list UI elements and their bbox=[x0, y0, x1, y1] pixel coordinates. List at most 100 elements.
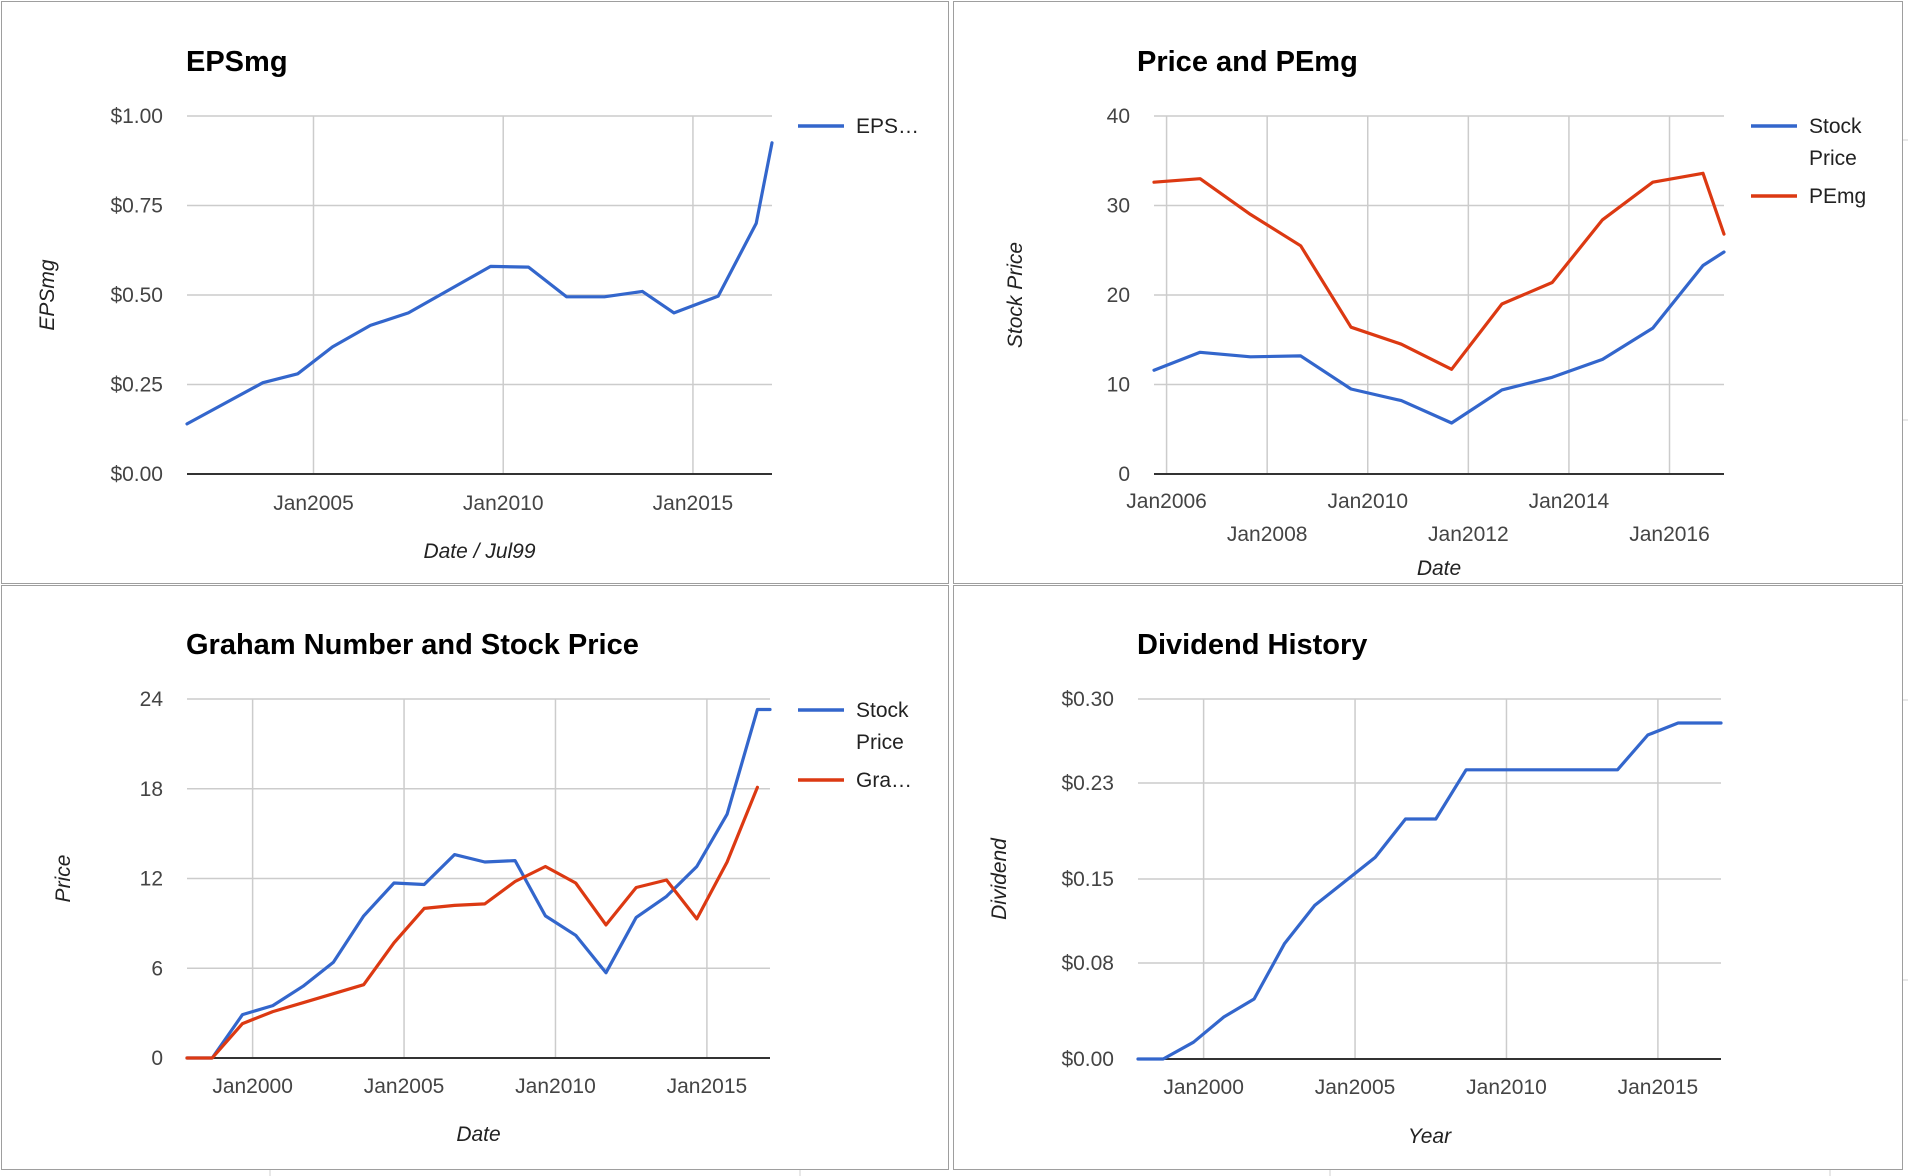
data-point[interactable] bbox=[452, 852, 458, 858]
data-point[interactable] bbox=[184, 1055, 190, 1061]
data-point[interactable] bbox=[300, 1000, 306, 1006]
data-point[interactable] bbox=[361, 913, 367, 919]
data-point[interactable] bbox=[754, 706, 760, 712]
data-point[interactable] bbox=[603, 922, 609, 928]
data-point[interactable] bbox=[512, 858, 518, 864]
chart-dividend-history[interactable]: Dividend History $0.00 $0.08 $0.15 $0.23 $0.3… bbox=[953, 585, 1903, 1170]
data-point[interactable] bbox=[1449, 366, 1455, 372]
data-point[interactable] bbox=[452, 902, 458, 908]
data-point[interactable] bbox=[767, 706, 773, 712]
data-point[interactable] bbox=[405, 310, 411, 316]
data-point[interactable] bbox=[573, 932, 579, 938]
data-point[interactable] bbox=[1151, 179, 1157, 185]
data-point[interactable] bbox=[694, 916, 700, 922]
data-point[interactable] bbox=[724, 859, 730, 865]
data-point[interactable] bbox=[391, 880, 397, 886]
data-point[interactable] bbox=[664, 877, 670, 883]
data-point[interactable] bbox=[601, 294, 607, 300]
data-point[interactable] bbox=[184, 421, 190, 427]
data-point[interactable] bbox=[1348, 324, 1354, 330]
data-point[interactable] bbox=[1342, 878, 1348, 884]
data-point[interactable] bbox=[1721, 231, 1727, 237]
data-point[interactable] bbox=[1247, 354, 1253, 360]
data-point[interactable] bbox=[1599, 217, 1605, 223]
data-point[interactable] bbox=[260, 380, 266, 386]
data-point[interactable] bbox=[1705, 720, 1711, 726]
data-point[interactable] bbox=[1298, 353, 1304, 359]
data-point[interactable] bbox=[1615, 767, 1621, 773]
data-point[interactable] bbox=[724, 811, 730, 817]
data-point[interactable] bbox=[1463, 767, 1469, 773]
data-point[interactable] bbox=[1499, 301, 1505, 307]
data-point[interactable] bbox=[526, 264, 532, 270]
data-point[interactable] bbox=[754, 784, 760, 790]
data-point[interactable] bbox=[1372, 854, 1378, 860]
data-point[interactable] bbox=[1135, 1056, 1141, 1062]
data-point[interactable] bbox=[639, 288, 645, 294]
data-point[interactable] bbox=[715, 293, 721, 299]
data-point[interactable] bbox=[482, 859, 488, 865]
data-point[interactable] bbox=[330, 991, 336, 997]
data-point[interactable] bbox=[769, 140, 775, 146]
data-point[interactable] bbox=[1403, 816, 1409, 822]
data-point[interactable] bbox=[1718, 720, 1724, 726]
chart-price-and-pemg[interactable]: Price and PEmg 0 10 20 30 40 Jan2006 Jan2008 Jan… bbox=[953, 1, 1903, 584]
series-line-gra[interactable] bbox=[185, 785, 759, 1060]
data-point[interactable] bbox=[391, 940, 397, 946]
data-point[interactable] bbox=[1449, 420, 1455, 426]
data-point[interactable] bbox=[603, 970, 609, 976]
data-point[interactable] bbox=[1398, 398, 1404, 404]
data-point[interactable] bbox=[1700, 170, 1706, 176]
data-point[interactable] bbox=[664, 893, 670, 899]
data-point[interactable] bbox=[1312, 902, 1318, 908]
data-point[interactable] bbox=[1398, 341, 1404, 347]
data-point[interactable] bbox=[1700, 262, 1706, 268]
data-point[interactable] bbox=[542, 864, 548, 870]
data-point[interactable] bbox=[421, 881, 427, 887]
data-point[interactable] bbox=[295, 371, 301, 377]
data-point[interactable] bbox=[1160, 1056, 1166, 1062]
data-point[interactable] bbox=[421, 905, 427, 911]
series-line-series-0[interactable] bbox=[1136, 721, 1723, 1061]
data-point[interactable] bbox=[1251, 996, 1257, 1002]
data-point[interactable] bbox=[512, 878, 518, 884]
data-point[interactable] bbox=[1499, 387, 1505, 393]
series-line-stock-price[interactable] bbox=[185, 707, 772, 1060]
data-point[interactable] bbox=[240, 1021, 246, 1027]
data-point[interactable] bbox=[1247, 211, 1253, 217]
data-point[interactable] bbox=[633, 884, 639, 890]
data-point[interactable] bbox=[1298, 243, 1304, 249]
data-point[interactable] bbox=[1549, 279, 1555, 285]
series-line-stock-price[interactable] bbox=[1152, 250, 1726, 425]
data-point[interactable] bbox=[1348, 386, 1354, 392]
data-point[interactable] bbox=[329, 344, 335, 350]
data-point[interactable] bbox=[1493, 767, 1499, 773]
data-point[interactable] bbox=[1650, 179, 1656, 185]
data-point[interactable] bbox=[1191, 1039, 1197, 1045]
data-point[interactable] bbox=[1599, 356, 1605, 362]
data-point[interactable] bbox=[573, 880, 579, 886]
data-point[interactable] bbox=[1524, 767, 1530, 773]
data-point[interactable] bbox=[488, 263, 494, 269]
data-point[interactable] bbox=[563, 294, 569, 300]
data-point[interactable] bbox=[1281, 941, 1287, 947]
data-point[interactable] bbox=[1645, 732, 1651, 738]
data-point[interactable] bbox=[1151, 367, 1157, 373]
series-line-eps[interactable] bbox=[185, 141, 774, 426]
data-point[interactable] bbox=[300, 983, 306, 989]
data-point[interactable] bbox=[1675, 720, 1681, 726]
data-point[interactable] bbox=[482, 901, 488, 907]
data-point[interactable] bbox=[633, 914, 639, 920]
series-line-pemg[interactable] bbox=[1152, 171, 1726, 371]
data-point[interactable] bbox=[367, 322, 373, 328]
chart-graham-number-and-stock-price[interactable]: Graham Number and Stock Price 0 6 12 18 24 Jan… bbox=[1, 585, 949, 1170]
data-point[interactable] bbox=[671, 310, 677, 316]
data-point[interactable] bbox=[1433, 816, 1439, 822]
data-point[interactable] bbox=[361, 982, 367, 988]
data-point[interactable] bbox=[753, 220, 759, 226]
data-point[interactable] bbox=[1197, 349, 1203, 355]
data-point[interactable] bbox=[1554, 767, 1560, 773]
data-point[interactable] bbox=[1221, 1014, 1227, 1020]
data-point[interactable] bbox=[694, 864, 700, 870]
chart-epsmg[interactable]: EPSmg $0.00 $0.25 $0.50 $0.75 $1.00 Jan2005 Jan… bbox=[1, 1, 949, 584]
